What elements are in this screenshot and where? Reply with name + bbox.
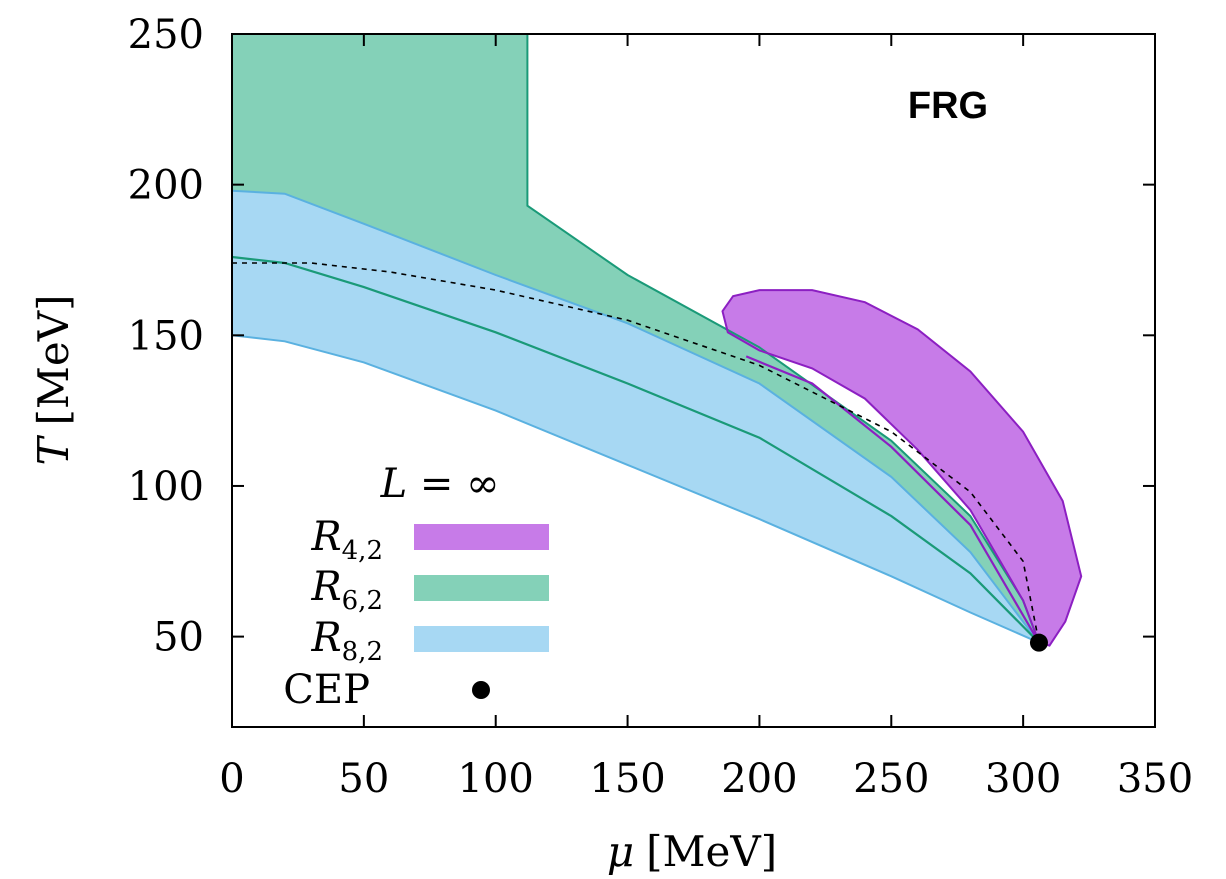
x-axis-unit: [MeV] [646,827,777,876]
y-tick-label: 50 [153,615,204,661]
r82-upper-line [232,189,1040,644]
plot-frame [231,33,1156,728]
legend-swatch-r82 [414,626,549,652]
r82-lower-line [232,334,1040,644]
x-tick-label: 50 [338,756,389,802]
x-axis-symbol: μ [607,827,634,876]
cep-marker [1029,633,1048,652]
legend-swatch-r62 [414,575,549,601]
r62-middle-line [232,255,1040,644]
frg-annotation: FRG [908,85,988,127]
plot-areas [232,34,1082,646]
legend-label-cep: CEP [283,667,370,713]
dashed-crossover-line [232,262,1040,643]
legend-label-r62: R6,2 [311,564,383,616]
plot-lines [232,34,1083,647]
y-axis-label: T [MeV] [29,295,78,466]
y-tick-label: 150 [128,313,204,359]
region-r42 [722,290,1082,646]
y-axis-unit: [MeV] [29,295,78,426]
legend: L = ∞ R4,2 R6,2 R8,2 CEP [283,461,549,713]
x-tick-label: 200 [721,756,797,802]
r42-boundary-line [721,289,1083,647]
x-tick-label: 100 [458,756,534,802]
y-tick-label: 100 [128,464,204,510]
axis-ticks: 0 50 100 150 200 250 300 350 50 100 150 200 250 [128,12,1194,802]
legend-marker-cep [472,681,490,699]
r42-middle-line [745,355,1040,644]
y-tick-label: 200 [128,163,204,209]
band-r82 [232,190,1039,643]
r62-upper-line [232,34,1040,643]
x-tick-label: 350 [1117,756,1193,802]
x-tick-label: 250 [853,756,929,802]
y-axis-symbol: T [29,434,78,465]
y-tick-label: 250 [128,12,204,58]
legend-title: L = ∞ [380,461,500,507]
x-tick-label: 300 [985,756,1061,802]
plot-markers [1029,633,1048,652]
legend-label-r42: R4,2 [311,514,383,566]
legend-swatch-r42 [414,524,549,550]
x-tick-label: 0 [219,756,244,802]
x-axis-label: μ [MeV] [607,827,777,876]
legend-label-r82: R8,2 [311,615,383,667]
x-tick-label: 150 [589,756,665,802]
